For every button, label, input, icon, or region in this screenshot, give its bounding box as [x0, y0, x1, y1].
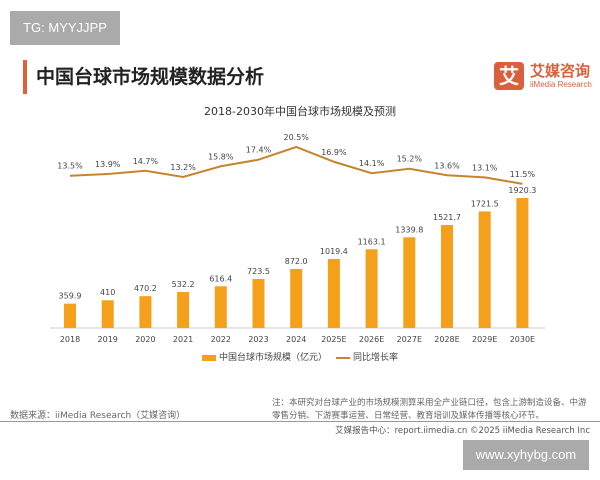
- legend-line-swatch: [335, 356, 350, 359]
- line-label: 13.5%: [57, 162, 83, 171]
- line-label: 16.9%: [321, 148, 347, 157]
- logo-text-cn: 艾媒咨询: [530, 62, 591, 80]
- bar: [516, 198, 529, 328]
- bar-label: 1339.8: [395, 225, 423, 234]
- bar: [177, 291, 190, 328]
- bar-label: 1521.7: [433, 213, 461, 222]
- x-tick-label: 2020: [135, 335, 155, 344]
- x-tick-label: 2025E: [321, 335, 346, 344]
- bar-label: 532.2: [172, 280, 195, 289]
- bar: [64, 303, 76, 328]
- line-label: 13.1%: [472, 163, 498, 172]
- x-tick-label: 2022: [211, 335, 231, 344]
- legend-bar-swatch: [202, 354, 217, 361]
- x-tick-label: 2018: [60, 335, 80, 344]
- bar-label: 1163.1: [358, 237, 386, 246]
- x-tick-label: 2030E: [510, 335, 535, 344]
- watermark-badge: TG: MYYJJPP: [10, 11, 120, 45]
- line-label: 13.2%: [170, 163, 196, 172]
- bar-label: 1721.5: [471, 199, 499, 208]
- bar-label: 470.2: [134, 284, 157, 293]
- x-tick-label: 2027E: [397, 335, 422, 344]
- line-label: 14.1%: [359, 159, 385, 168]
- line-label: 15.2%: [397, 155, 423, 164]
- bar: [403, 237, 416, 328]
- growth-line: [69, 145, 523, 185]
- chart-title: 2018-2030年中国台球市场规模及预测: [204, 105, 396, 118]
- line-label: 20.5%: [283, 133, 309, 142]
- legend: 中国台球市场规模（亿元） 同比增长率: [0, 350, 600, 363]
- bar-label: 723.5: [247, 267, 270, 276]
- bar: [214, 286, 227, 328]
- note-text: 注：本研究对台球产业的市场规模测算采用全产业链口径，包含上游制造设备、中游零售分…: [272, 398, 587, 421]
- legend-bar-label: 中国台球市场规模（亿元）: [219, 353, 328, 363]
- bar: [290, 268, 303, 328]
- page-title: 中国台球市场规模数据分析: [36, 66, 265, 88]
- bar: [139, 296, 152, 328]
- source-text: 数据来源：iiMedia Research（艾媒咨询）: [10, 411, 186, 421]
- x-tick-label: 2021: [173, 335, 193, 344]
- title-accent-bar: [23, 60, 27, 94]
- bar-label: 872.0: [285, 257, 308, 266]
- x-tick-label: 2028E: [434, 335, 459, 344]
- line-label: 15.8%: [208, 152, 234, 161]
- line-label: 13.6%: [434, 161, 460, 170]
- legend-line-label: 同比增长率: [352, 353, 398, 363]
- imedia-logo-icon: 艾: [494, 62, 524, 90]
- bar-label: 1019.4: [320, 247, 348, 256]
- bar: [101, 300, 114, 328]
- bar: [365, 249, 378, 328]
- x-tick-label: 2019: [98, 335, 118, 344]
- bar: [441, 224, 453, 328]
- x-tick-label: 2023: [248, 335, 268, 344]
- bar-label: 616.4: [209, 274, 232, 283]
- watermark-url: www.xyhybg.com: [463, 440, 589, 470]
- footer-text: 艾媒报告中心：report.iimedia.cn ©2025 iiMedia R…: [335, 426, 590, 436]
- bar-label: 1920.3: [508, 186, 536, 195]
- line-label: 13.9%: [95, 160, 121, 169]
- line-label: 11.5%: [510, 170, 536, 179]
- divider: [0, 421, 600, 422]
- bar: [327, 258, 340, 328]
- line-label: 14.7%: [133, 157, 159, 166]
- line-label: 17.4%: [246, 146, 272, 155]
- bar-label: 359.9: [59, 292, 82, 301]
- bar: [478, 211, 491, 328]
- x-tick-label: 2026E: [359, 335, 384, 344]
- bar: [252, 279, 265, 328]
- x-tick-label: 2029E: [472, 335, 497, 344]
- x-tick-label: 2024: [286, 335, 306, 344]
- bar-label: 410: [100, 288, 115, 297]
- logo-text-en: iiMedia Research: [530, 80, 592, 89]
